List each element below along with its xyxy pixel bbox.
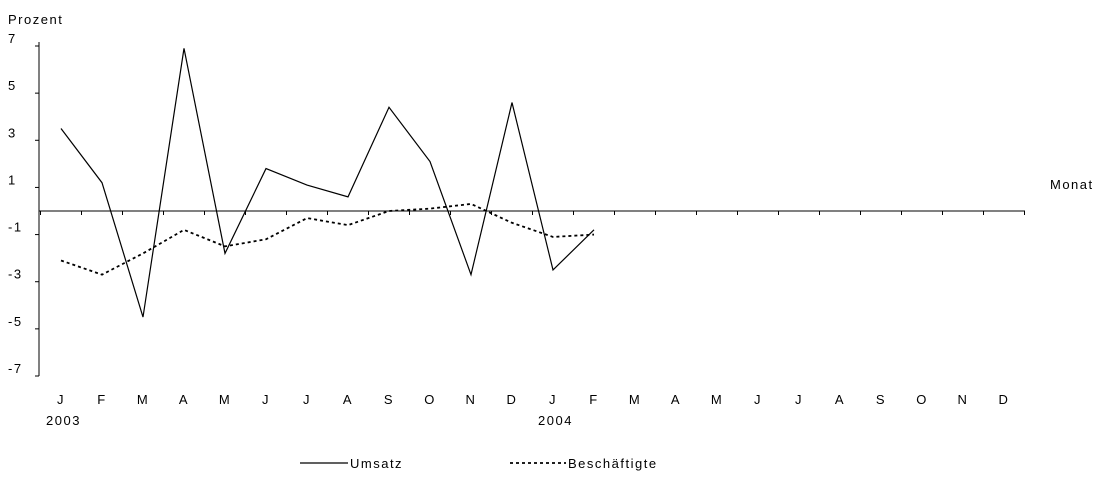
y-tick-label: 3 bbox=[8, 125, 17, 140]
series-line-beschaeftigte bbox=[60, 203, 595, 276]
x-tick-label: J bbox=[57, 392, 65, 407]
legend-label: Umsatz bbox=[350, 456, 403, 471]
y-axis-title: Prozent bbox=[8, 12, 63, 27]
x-tick-label: F bbox=[589, 392, 598, 407]
x-tick-label: M bbox=[711, 392, 723, 407]
y-tick-label: 7 bbox=[8, 31, 17, 46]
x-tick-label: O bbox=[916, 392, 928, 407]
y-tick-label: 5 bbox=[8, 78, 17, 93]
x-tick-label: O bbox=[424, 392, 436, 407]
x-tick-label: S bbox=[384, 392, 394, 407]
x-tick-label: A bbox=[835, 392, 845, 407]
axes: 7 5 3 1 -1 -3 -5 -7 J F M A M J J A S O N D J F M A M J J A S O N D 2003… bbox=[8, 31, 1025, 428]
x-tick-label: N bbox=[958, 392, 969, 407]
x-tick-label: J bbox=[549, 392, 557, 407]
x-tick-label: A bbox=[671, 392, 681, 407]
year-label: 2004 bbox=[538, 413, 573, 428]
x-tick-label: M bbox=[137, 392, 149, 407]
x-tick-label: M bbox=[219, 392, 231, 407]
x-tick-label: F bbox=[97, 392, 106, 407]
x-tick-label: S bbox=[876, 392, 886, 407]
x-tick-label: J bbox=[303, 392, 311, 407]
x-axis-title: Monat bbox=[1050, 177, 1094, 192]
x-tick-label: J bbox=[754, 392, 762, 407]
x-tick-label: D bbox=[999, 392, 1010, 407]
x-tick-label: A bbox=[343, 392, 353, 407]
x-tick-label: J bbox=[262, 392, 270, 407]
x-tick-label: N bbox=[466, 392, 477, 407]
y-tick-label: -1 bbox=[8, 220, 23, 235]
x-tick-label: A bbox=[179, 392, 189, 407]
legend: Umsatz Beschäftigte bbox=[300, 456, 658, 471]
x-tick-label: J bbox=[795, 392, 803, 407]
x-tick-label: M bbox=[629, 392, 641, 407]
series-line-umsatz bbox=[60, 48, 595, 318]
y-tick-label: 1 bbox=[8, 172, 17, 187]
legend-label: Beschäftigte bbox=[568, 456, 658, 471]
year-label: 2003 bbox=[46, 413, 81, 428]
x-tick-label: D bbox=[507, 392, 518, 407]
y-tick-label: -3 bbox=[8, 267, 23, 282]
series-layer bbox=[60, 48, 595, 318]
y-tick-label: -7 bbox=[8, 361, 23, 376]
y-tick-label: -5 bbox=[8, 314, 23, 329]
